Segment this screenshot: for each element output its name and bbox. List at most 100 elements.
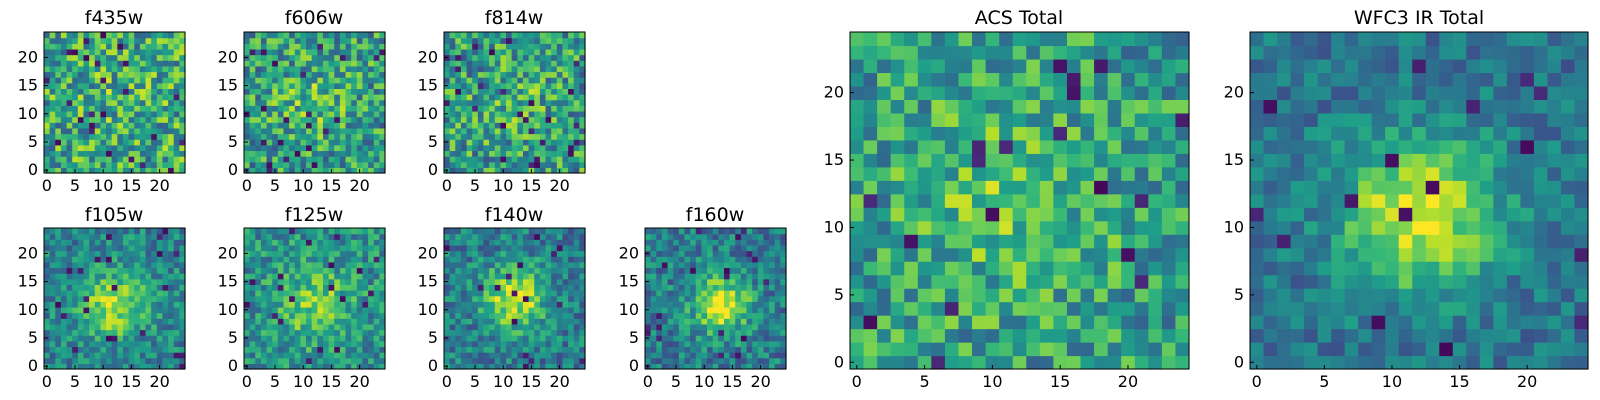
pixel-cell bbox=[134, 340, 141, 348]
pixel-cell bbox=[511, 278, 518, 285]
pixel-cell bbox=[517, 82, 524, 89]
pixel-cell bbox=[311, 357, 318, 364]
pixel-cell bbox=[294, 105, 301, 112]
pixel-cell bbox=[128, 88, 135, 95]
pixel-cell bbox=[579, 346, 586, 353]
pixel-cell bbox=[345, 48, 352, 56]
pixel-cell bbox=[351, 139, 358, 146]
pixel-cell bbox=[128, 273, 135, 280]
pixel-cell bbox=[545, 139, 552, 146]
pixel-cell bbox=[712, 284, 719, 291]
pixel-cell bbox=[373, 363, 380, 370]
pixel-cell bbox=[1094, 234, 1109, 249]
pixel-cell bbox=[729, 335, 736, 342]
pixel-cell bbox=[449, 290, 456, 297]
pixel-cell bbox=[272, 65, 279, 73]
pixel-cell bbox=[249, 239, 256, 246]
pixel-cell bbox=[545, 295, 552, 302]
pixel-cell bbox=[763, 250, 770, 257]
pixel-cell bbox=[545, 273, 552, 280]
pixel-cell bbox=[272, 88, 279, 95]
pixel-cell bbox=[455, 48, 462, 56]
pixel-cell bbox=[1107, 126, 1122, 141]
pixel-cell bbox=[328, 340, 335, 348]
pixel-cell bbox=[151, 105, 158, 112]
pixel-cell bbox=[139, 278, 147, 285]
pixel-cell bbox=[661, 312, 669, 319]
pixel-cell bbox=[300, 301, 307, 308]
x-tick-label: 20 bbox=[349, 176, 369, 195]
pixel-cell bbox=[162, 312, 169, 319]
pixel-cell bbox=[317, 110, 324, 118]
pixel-cell bbox=[339, 267, 347, 274]
pixel-cell bbox=[556, 244, 564, 252]
pixel-cell bbox=[556, 54, 564, 61]
pixel-cell bbox=[444, 352, 451, 359]
pixel-cell bbox=[556, 43, 564, 50]
pixel-cell bbox=[317, 295, 324, 302]
pixel-cell bbox=[522, 105, 530, 112]
pixel-cell bbox=[266, 156, 273, 163]
pixel-cell bbox=[83, 340, 90, 348]
pixel-cell bbox=[249, 278, 256, 285]
pixel-cell bbox=[735, 244, 742, 252]
pixel-cell bbox=[573, 340, 580, 348]
pixel-cell bbox=[283, 306, 290, 314]
pixel-cell bbox=[106, 60, 113, 67]
pixel-cell bbox=[1121, 355, 1136, 370]
pixel-cell bbox=[562, 122, 569, 129]
pixel-cell bbox=[449, 150, 456, 157]
pixel-cell bbox=[289, 352, 296, 359]
pixel-cell bbox=[83, 312, 90, 319]
pixel-cell bbox=[534, 127, 541, 135]
pixel-cell bbox=[66, 150, 73, 157]
pixel-cell bbox=[556, 312, 564, 319]
pixel-cell bbox=[466, 60, 473, 67]
pixel-cell bbox=[306, 161, 313, 168]
pixel-cell bbox=[162, 346, 169, 353]
pixel-cell bbox=[368, 88, 375, 95]
pixel-cell bbox=[156, 267, 164, 274]
pixel-cell bbox=[145, 54, 152, 61]
pixel-cell bbox=[999, 220, 1014, 235]
pixel-cell bbox=[740, 233, 748, 240]
pixel-cell bbox=[60, 88, 68, 95]
pixel-cell bbox=[752, 352, 759, 359]
pixel-cell bbox=[339, 256, 347, 263]
pixel-cell bbox=[539, 244, 547, 252]
pixel-cell bbox=[362, 357, 369, 364]
pixel-cell bbox=[55, 133, 62, 140]
pixel-cell bbox=[255, 77, 262, 84]
pixel-cell bbox=[117, 122, 124, 129]
pixel-cell bbox=[272, 156, 279, 163]
pixel-cell bbox=[77, 110, 85, 118]
pixel-cell bbox=[111, 233, 118, 240]
pixel-cell bbox=[650, 340, 657, 348]
pixel-cell bbox=[522, 244, 530, 252]
pixel-cell bbox=[985, 220, 1000, 235]
pixel-cell bbox=[328, 256, 335, 263]
pixel-cell bbox=[449, 363, 456, 370]
pixel-cell bbox=[100, 71, 107, 78]
pixel-cell bbox=[294, 233, 301, 240]
pixel-cell bbox=[449, 161, 456, 168]
pixel-cell bbox=[539, 32, 547, 39]
pixel-cell bbox=[72, 346, 79, 353]
pixel-cell bbox=[173, 312, 180, 319]
pixel-cell bbox=[477, 139, 485, 146]
pixel-cell bbox=[944, 139, 960, 154]
pixel-cell bbox=[466, 82, 473, 89]
pixel-cell bbox=[1121, 207, 1136, 222]
pixel-cell bbox=[44, 233, 51, 240]
pixel-cell bbox=[1080, 139, 1095, 154]
pixel-cell bbox=[139, 156, 147, 163]
pixel-cell bbox=[1148, 288, 1163, 303]
pixel-cell bbox=[334, 233, 341, 240]
pixel-cell bbox=[1039, 193, 1054, 208]
x-tick-label: 15 bbox=[321, 372, 341, 391]
pixel-cell bbox=[562, 295, 569, 302]
pixel-cell bbox=[168, 352, 175, 359]
pixel-cell bbox=[94, 116, 101, 123]
pixel-cell bbox=[351, 301, 358, 308]
pixel-cell bbox=[568, 127, 575, 135]
